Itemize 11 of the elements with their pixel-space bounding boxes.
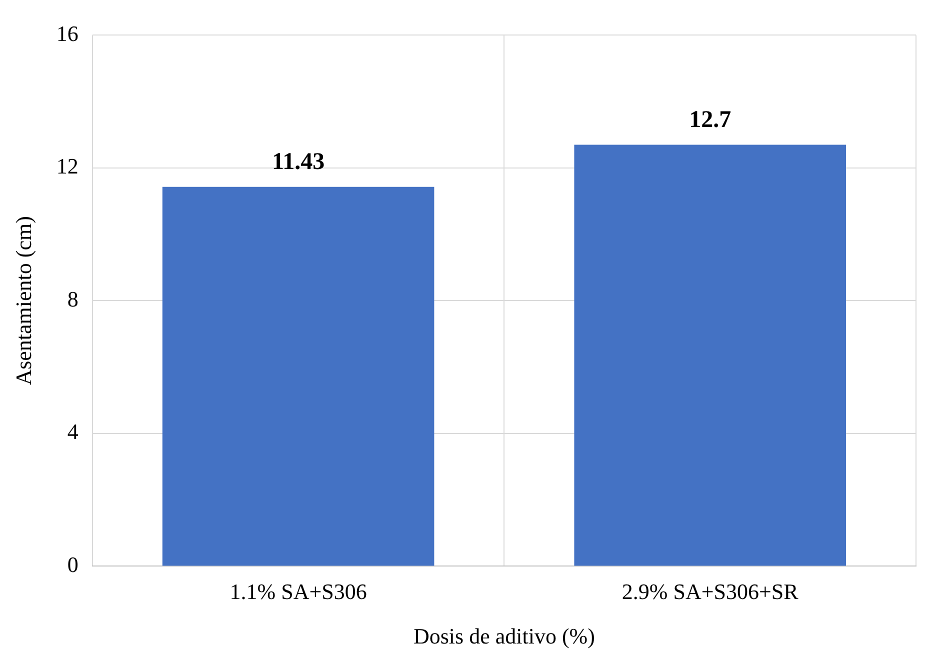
y-tick-label: 0 xyxy=(67,552,78,577)
x-tick-label: 1.1% SA+S306 xyxy=(230,579,367,604)
y-tick-label: 12 xyxy=(56,154,78,179)
y-axis-title: Asentamiento (cm) xyxy=(10,216,36,386)
data-label: 11.43 xyxy=(272,149,325,176)
y-tick-label: 16 xyxy=(56,20,78,46)
data-label: 12.7 xyxy=(689,106,732,133)
x-axis-title: Dosis de aditivo (%) xyxy=(413,624,595,649)
y-tick-label: 8 xyxy=(67,286,78,312)
x-tick-label: 2.9% SA+S306+SR xyxy=(622,579,799,604)
y-tick-label: 4 xyxy=(67,419,78,444)
